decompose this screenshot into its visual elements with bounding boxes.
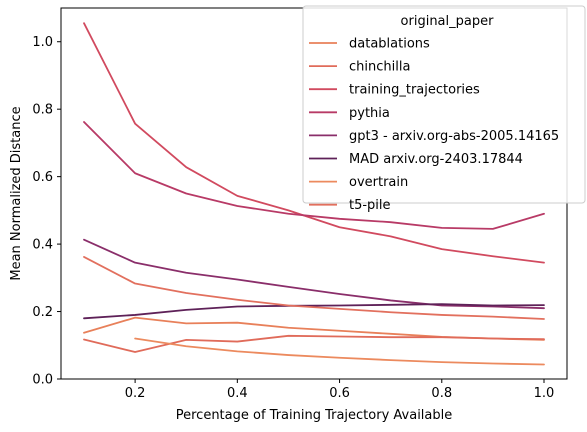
legend-entry: gpt3 - arxiv.org-abs-2005.14165	[349, 129, 559, 144]
y-tick-label: 0.4	[32, 238, 53, 253]
series-layer	[83, 22, 545, 366]
y-tick-label: 0.0	[32, 373, 53, 388]
series-line-8	[83, 256, 545, 320]
legend-entry: pythia	[349, 106, 390, 121]
x-tick-label: 0.4	[227, 386, 248, 401]
legend-entry: chinchilla	[349, 60, 410, 75]
x-tick-label: 0.6	[329, 386, 350, 401]
y-tick-label: 0.8	[32, 103, 53, 118]
legend-entry: overtrain	[349, 175, 408, 190]
y-tick-label: 0.6	[32, 170, 53, 185]
series-line-2	[83, 334, 545, 353]
x-axis-label: Percentage of Training Trajectory Availa…	[176, 408, 453, 423]
x-axis-ticks: 0.2 0.4 0.6 0.8 1.0	[125, 379, 555, 401]
y-tick-label: 1.0	[32, 35, 53, 50]
x-tick-label: 1.0	[534, 386, 555, 401]
x-tick-label: 0.8	[431, 386, 452, 401]
legend-entry: MAD arxiv.org-2403.17844	[349, 152, 523, 167]
y-axis-label: Mean Normalized Distance	[9, 106, 24, 280]
series-line-5	[83, 238, 545, 310]
legend-items: datablations chinchilla training_trajector…	[309, 37, 559, 213]
series-line-4	[83, 121, 545, 230]
legend-title: original_paper	[401, 14, 495, 29]
legend-entry: t5-pile	[349, 198, 391, 213]
y-tick-label: 0.2	[32, 305, 53, 320]
series-line-3	[83, 22, 545, 264]
legend-entry: datablations	[349, 37, 430, 52]
y-axis-ticks: 0.0 0.2 0.4 0.6 0.8 1.0	[32, 35, 61, 388]
legend-entry: training_trajectories	[349, 83, 480, 98]
series-line-7	[134, 337, 545, 366]
legend: original_paper datablations chinchilla tra…	[302, 5, 586, 213]
series-line-6	[83, 303, 545, 320]
x-tick-label: 0.2	[125, 386, 146, 401]
legend-box	[302, 5, 586, 204]
